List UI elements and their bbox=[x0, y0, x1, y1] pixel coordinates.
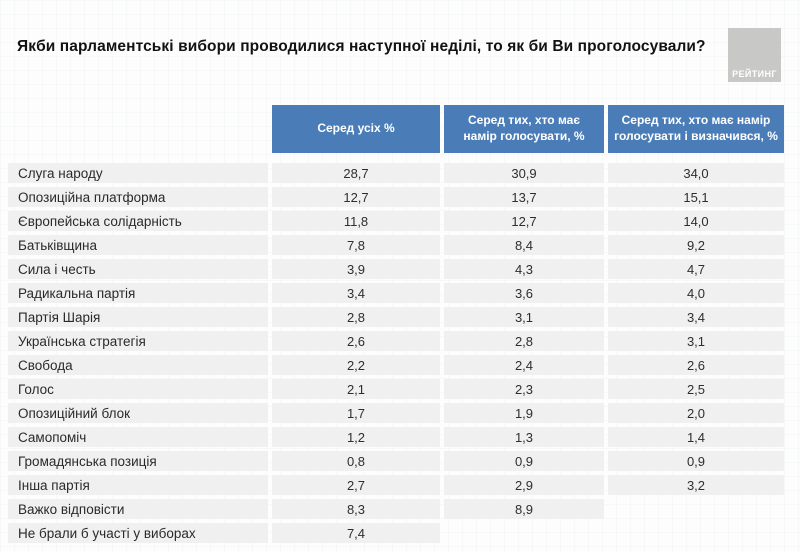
value-cell-intend-to-vote: 3,1 bbox=[444, 307, 604, 327]
value-cell-intend-to-vote: 4,3 bbox=[444, 259, 604, 279]
table-row: Батьківщина 7,8 8,4 9,2 bbox=[8, 235, 784, 255]
value-cell-intend-and-decided: 4,0 bbox=[608, 283, 784, 303]
value-cell-intend-to-vote: 2,4 bbox=[444, 355, 604, 375]
slide-title: Якби парламентські вибори проводилися на… bbox=[17, 38, 706, 55]
value-cell-intend-to-vote: 1,3 bbox=[444, 427, 604, 447]
party-name-cell: Голос bbox=[8, 379, 268, 399]
header-cell-intend-to-vote: Серед тих, хто має намір голосувати, % bbox=[444, 105, 604, 153]
value-cell-intend-to-vote: 2,3 bbox=[444, 379, 604, 399]
table-row: Слуга народу 28,7 30,9 34,0 bbox=[8, 163, 784, 183]
value-cell-among-all: 1,7 bbox=[272, 403, 440, 423]
value-cell-among-all: 28,7 bbox=[272, 163, 440, 183]
value-cell-intend-to-vote: 2,9 bbox=[444, 475, 604, 495]
table-row: Не брали б участі у виборах 7,4 bbox=[8, 523, 784, 543]
table-row: Інша партія 2,7 2,9 3,2 bbox=[8, 475, 784, 495]
value-cell-intend-to-vote: 8,9 bbox=[444, 499, 604, 519]
value-cell-among-all: 3,9 bbox=[272, 259, 440, 279]
value-cell-among-all: 0,8 bbox=[272, 451, 440, 471]
table-body: Слуга народу 28,7 30,9 34,0 Опозиційна п… bbox=[8, 163, 784, 543]
value-cell-intend-to-vote bbox=[444, 523, 604, 543]
value-cell-intend-and-decided: 3,1 bbox=[608, 331, 784, 351]
value-cell-intend-to-vote: 0,9 bbox=[444, 451, 604, 471]
value-cell-intend-and-decided: 34,0 bbox=[608, 163, 784, 183]
table-row: Голос 2,1 2,3 2,5 bbox=[8, 379, 784, 399]
party-name-cell: Слуга народу bbox=[8, 163, 268, 183]
value-cell-intend-and-decided: 3,4 bbox=[608, 307, 784, 327]
value-cell-intend-and-decided bbox=[608, 523, 784, 543]
value-cell-among-all: 7,4 bbox=[272, 523, 440, 543]
party-name-cell: Опозиційний блок bbox=[8, 403, 268, 423]
party-name-cell: Українська стратегія bbox=[8, 331, 268, 351]
party-name-cell: Громадянська позиція bbox=[8, 451, 268, 471]
rating-logo-label: РЕЙТИНГ bbox=[732, 69, 777, 79]
party-name-cell: Сила і честь bbox=[8, 259, 268, 279]
value-cell-among-all: 11,8 bbox=[272, 211, 440, 231]
value-cell-among-all: 8,3 bbox=[272, 499, 440, 519]
party-name-cell: Опозиційна платформа bbox=[8, 187, 268, 207]
value-cell-intend-to-vote: 30,9 bbox=[444, 163, 604, 183]
party-name-cell: Партія Шарія bbox=[8, 307, 268, 327]
table-row: Опозиційний блок 1,7 1,9 2,0 bbox=[8, 403, 784, 423]
value-cell-intend-and-decided: 3,2 bbox=[608, 475, 784, 495]
header-cell-among-all: Серед усіх % bbox=[272, 105, 440, 153]
value-cell-intend-to-vote: 13,7 bbox=[444, 187, 604, 207]
value-cell-intend-and-decided: 2,5 bbox=[608, 379, 784, 399]
value-cell-among-all: 2,1 bbox=[272, 379, 440, 399]
table-row: Свобода 2,2 2,4 2,6 bbox=[8, 355, 784, 375]
party-name-cell: Свобода bbox=[8, 355, 268, 375]
value-cell-intend-to-vote: 2,8 bbox=[444, 331, 604, 351]
header-cell-intend-and-decided: Серед тих, хто має намір голосувати і ви… bbox=[608, 105, 784, 153]
value-cell-intend-and-decided: 9,2 bbox=[608, 235, 784, 255]
value-cell-intend-and-decided bbox=[608, 499, 784, 519]
table-row: Громадянська позиція 0,8 0,9 0,9 bbox=[8, 451, 784, 471]
value-cell-intend-and-decided: 0,9 bbox=[608, 451, 784, 471]
rating-group-logo: РЕЙТИНГ bbox=[728, 28, 781, 82]
value-cell-among-all: 2,8 bbox=[272, 307, 440, 327]
poll-results-table: Серед усіх % Серед тих, хто має намір го… bbox=[8, 105, 784, 547]
table-header-row: Серед усіх % Серед тих, хто має намір го… bbox=[272, 105, 784, 153]
table-row: Самопоміч 1,2 1,3 1,4 bbox=[8, 427, 784, 447]
value-cell-among-all: 1,2 bbox=[272, 427, 440, 447]
value-cell-intend-and-decided: 1,4 bbox=[608, 427, 784, 447]
value-cell-among-all: 3,4 bbox=[272, 283, 440, 303]
value-cell-among-all: 2,7 bbox=[272, 475, 440, 495]
table-row: Важко відповісти 8,3 8,9 bbox=[8, 499, 784, 519]
value-cell-intend-and-decided: 4,7 bbox=[608, 259, 784, 279]
party-name-cell: Самопоміч bbox=[8, 427, 268, 447]
value-cell-intend-and-decided: 14,0 bbox=[608, 211, 784, 231]
table-row: Українська стратегія 2,6 2,8 3,1 bbox=[8, 331, 784, 351]
party-name-cell: Європейська солідарність bbox=[8, 211, 268, 231]
value-cell-intend-to-vote: 8,4 bbox=[444, 235, 604, 255]
value-cell-among-all: 2,2 bbox=[272, 355, 440, 375]
party-name-cell: Батьківщина bbox=[8, 235, 268, 255]
table-row: Опозиційна платформа 12,7 13,7 15,1 bbox=[8, 187, 784, 207]
value-cell-intend-and-decided: 2,0 bbox=[608, 403, 784, 423]
party-name-cell: Важко відповісти bbox=[8, 499, 268, 519]
table-row: Європейська солідарність 11,8 12,7 14,0 bbox=[8, 211, 784, 231]
table-row: Радикальна партія 3,4 3,6 4,0 bbox=[8, 283, 784, 303]
table-row: Партія Шарія 2,8 3,1 3,4 bbox=[8, 307, 784, 327]
value-cell-intend-and-decided: 2,6 bbox=[608, 355, 784, 375]
value-cell-intend-to-vote: 3,6 bbox=[444, 283, 604, 303]
party-name-cell: Не брали б участі у виборах bbox=[8, 523, 268, 543]
value-cell-among-all: 2,6 bbox=[272, 331, 440, 351]
table-row: Сила і честь 3,9 4,3 4,7 bbox=[8, 259, 784, 279]
value-cell-among-all: 12,7 bbox=[272, 187, 440, 207]
value-cell-among-all: 7,8 bbox=[272, 235, 440, 255]
party-name-cell: Радикальна партія bbox=[8, 283, 268, 303]
value-cell-intend-and-decided: 15,1 bbox=[608, 187, 784, 207]
party-name-cell: Інша партія bbox=[8, 475, 268, 495]
value-cell-intend-to-vote: 1,9 bbox=[444, 403, 604, 423]
value-cell-intend-to-vote: 12,7 bbox=[444, 211, 604, 231]
